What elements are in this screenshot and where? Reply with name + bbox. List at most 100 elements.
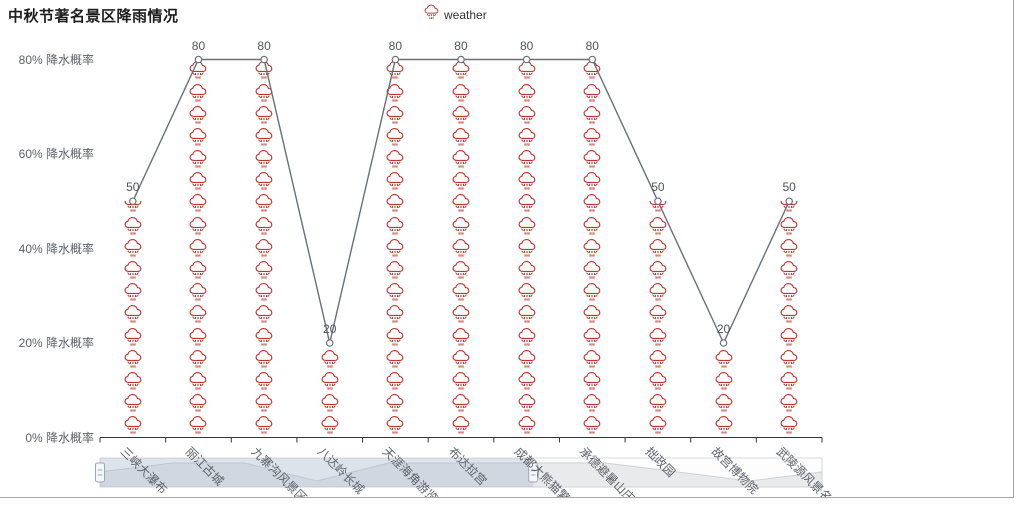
- rain-cloud-cell: [715, 370, 733, 392]
- rain-cloud-cell: [452, 348, 470, 370]
- rain-cloud-cell: [452, 303, 470, 325]
- rain-cloud-icon: [124, 216, 142, 235]
- rain-cloud-cell: [649, 201, 667, 214]
- rain-cloud-cell: [189, 303, 207, 325]
- rain-cloud-cell: [518, 281, 536, 303]
- rain-cloud-icon: [124, 371, 142, 390]
- rain-cloud-cell: [649, 259, 667, 281]
- rain-cloud-cell: [321, 370, 339, 392]
- datazoom-selected-window[interactable]: [100, 458, 534, 487]
- rain-cloud-cell: [189, 237, 207, 259]
- rain-cloud-cell: [124, 348, 142, 370]
- rain-cloud-cell: [386, 126, 404, 148]
- rain-cloud-cell: [583, 392, 601, 414]
- rain-cloud-cell: [189, 126, 207, 148]
- rain-cloud-icon: [518, 127, 535, 146]
- rain-cloud-icon: [386, 216, 404, 235]
- rain-cloud-cell: [452, 192, 470, 214]
- rain-cloud-cell: [386, 215, 404, 237]
- rain-cloud-cell: [189, 215, 207, 237]
- rain-cloud-icon: [715, 394, 732, 412]
- rain-cloud-icon: [255, 150, 273, 168]
- rain-cloud-cell: [255, 170, 273, 192]
- rain-cloud-cell: [386, 82, 404, 104]
- rain-cloud-icon: [452, 127, 470, 146]
- datazoom-handle-right[interactable]: [528, 462, 539, 483]
- rain-cloud-cell: [189, 60, 207, 82]
- rain-cloud-cell: [255, 192, 273, 214]
- rain-cloud-icon: [649, 216, 667, 235]
- rain-cloud-cell: [124, 259, 142, 281]
- rain-cloud-icon: [452, 216, 470, 235]
- legend-item-weather[interactable]: weather: [424, 3, 487, 26]
- icon-column: [715, 343, 733, 437]
- rain-cloud-cell: [255, 303, 273, 325]
- rain-cloud-cell: [583, 60, 601, 82]
- rain-cloud-cell: [452, 170, 470, 192]
- rain-cloud-cell: [255, 281, 273, 303]
- rain-cloud-cell: [649, 237, 667, 259]
- rain-cloud-icon: [189, 194, 207, 213]
- rain-cloud-cell: [715, 392, 733, 414]
- rain-cloud-cell: [321, 348, 339, 370]
- y-axis-label: 0% 降水概率: [25, 430, 94, 445]
- rain-cloud-cell: [518, 215, 536, 237]
- rain-cloud-icon: [518, 172, 535, 190]
- rain-cloud-icon: [583, 216, 601, 235]
- rain-cloud-icon: [255, 283, 273, 301]
- rain-cloud-cell: [189, 392, 207, 414]
- rain-cloud-icon: [255, 349, 273, 368]
- rain-cloud-icon: [780, 349, 798, 368]
- rain-cloud-icon: [255, 416, 273, 434]
- rain-cloud-cell: [780, 326, 798, 348]
- rain-cloud-cell: [189, 326, 207, 348]
- value-label: 80: [519, 38, 534, 53]
- rain-cloud-icon: [780, 371, 798, 390]
- rain-cloud-cell: [255, 259, 273, 281]
- rain-cloud-cell: [386, 170, 404, 192]
- rain-cloud-icon: [124, 305, 142, 323]
- rain-cloud-icon: [189, 371, 207, 390]
- rain-cloud-icon: [255, 172, 273, 190]
- value-label: 50: [126, 180, 140, 195]
- rain-cloud-cell: [518, 370, 536, 392]
- rain-cloud-icon: [255, 194, 273, 213]
- rain-cloud-icon: [518, 194, 535, 213]
- rain-cloud-icon: [452, 394, 470, 412]
- rain-cloud-icon: [255, 261, 273, 279]
- rain-cloud-cell: [583, 259, 601, 281]
- icon-column: [255, 60, 273, 437]
- rain-cloud-cell: [386, 348, 404, 370]
- rain-cloud-icon: [124, 283, 142, 301]
- value-label: 80: [585, 38, 599, 53]
- datazoom-slider[interactable]: [95, 457, 823, 488]
- chart-overlay: [95, 55, 823, 488]
- value-label: 20: [716, 322, 731, 336]
- rain-cloud-icon: [124, 349, 142, 368]
- rain-cloud-icon: [255, 216, 273, 235]
- rain-cloud-cell: [583, 104, 601, 126]
- rain-cloud-cell: [649, 414, 667, 436]
- rain-cloud-icon: [452, 416, 470, 434]
- rain-cloud-icon: [255, 371, 273, 390]
- rain-cloud-cell: [518, 237, 536, 259]
- rain-cloud-icon: [386, 172, 404, 190]
- rain-cloud-cell: [386, 192, 404, 214]
- value-label: 50: [651, 180, 665, 195]
- rain-cloud-cell: [124, 281, 142, 303]
- rain-cloud-cell: [518, 303, 536, 325]
- rain-cloud-icon: [780, 305, 798, 323]
- rain-cloud-icon: [518, 349, 535, 368]
- rain-cloud-cell: [649, 303, 667, 325]
- rain-cloud-icon: [189, 61, 207, 79]
- rain-cloud-cell: [255, 60, 273, 82]
- rain-cloud-icon: [255, 105, 273, 124]
- icon-column: [518, 60, 536, 437]
- rain-cloud-icon: [452, 61, 470, 79]
- rain-cloud-icon: [518, 261, 535, 279]
- rain-cloud-icon: [255, 394, 273, 412]
- rain-cloud-cell: [452, 326, 470, 348]
- rain-cloud-cell: [518, 170, 536, 192]
- datazoom-handle-left[interactable]: [95, 462, 105, 483]
- rain-cloud-cell: [255, 392, 273, 414]
